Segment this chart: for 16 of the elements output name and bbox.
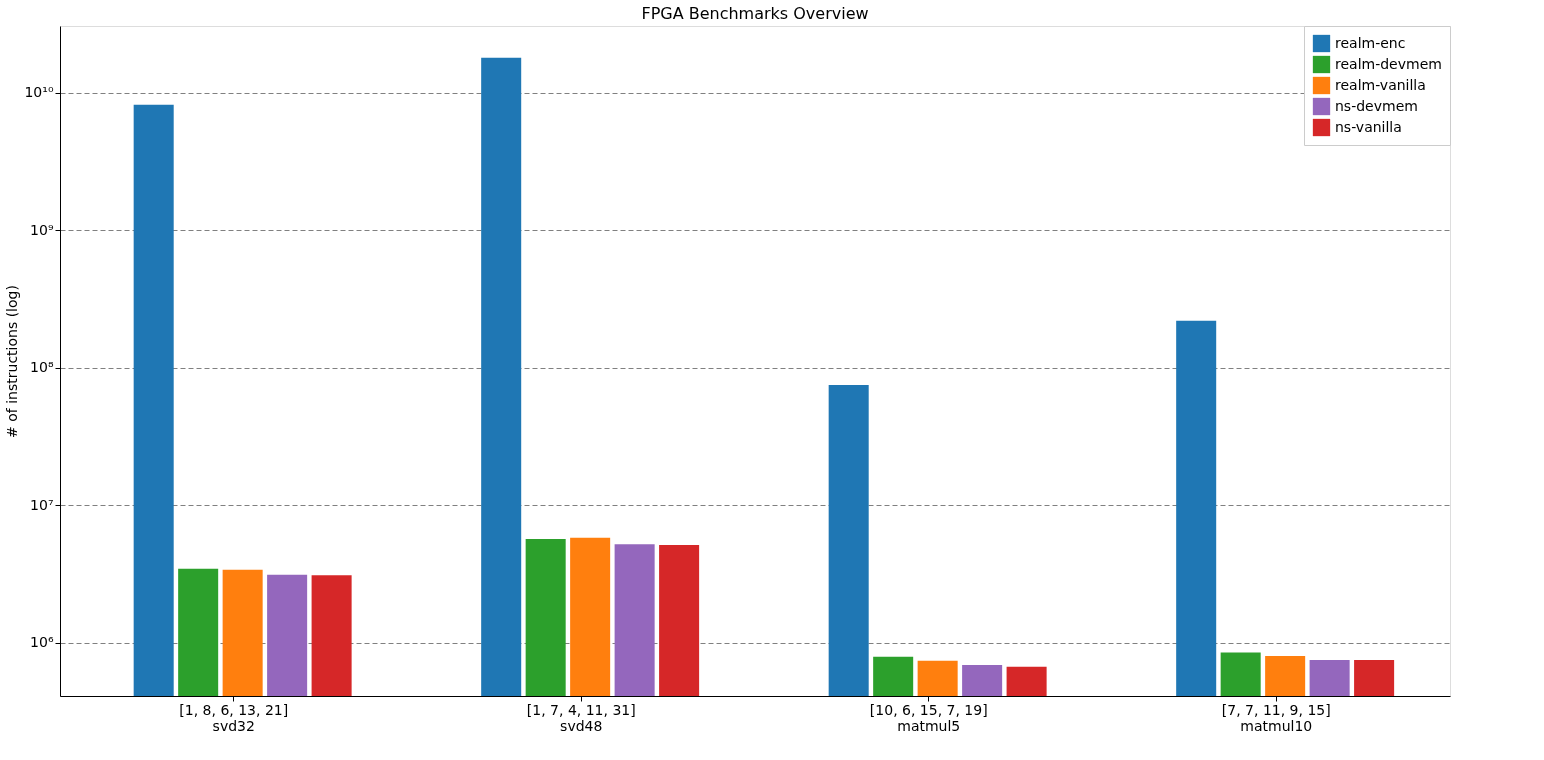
x-tick-label: [7, 7, 11, 9, 15] matmul10 [1221,701,1331,734]
x-tick-label: [1, 8, 6, 13, 21] svd32 [179,701,289,734]
y-tick-label: 10⁷ [30,496,54,513]
legend-label: realm-devmem [1335,55,1442,72]
chart-title: FPGA Benchmarks Overview [641,3,869,23]
y-tick-label: 10⁶ [30,634,54,651]
legend-label: realm-vanilla [1335,76,1426,93]
legend-label: ns-vanilla [1335,118,1402,135]
x-tick-label: [10, 6, 15, 7, 19] matmul5 [869,701,988,734]
y-tick-label: 10¹⁰ [24,84,54,101]
y-tick-label: 10⁹ [30,221,54,238]
legend-label: ns-devmem [1335,97,1418,114]
legend-label: realm-enc [1335,34,1406,51]
y-tick-label: 10⁸ [30,359,54,376]
x-tick-label: [1, 7, 4, 11, 31] svd48 [526,701,636,734]
y-axis-title: # of instructions (log) [4,285,21,438]
